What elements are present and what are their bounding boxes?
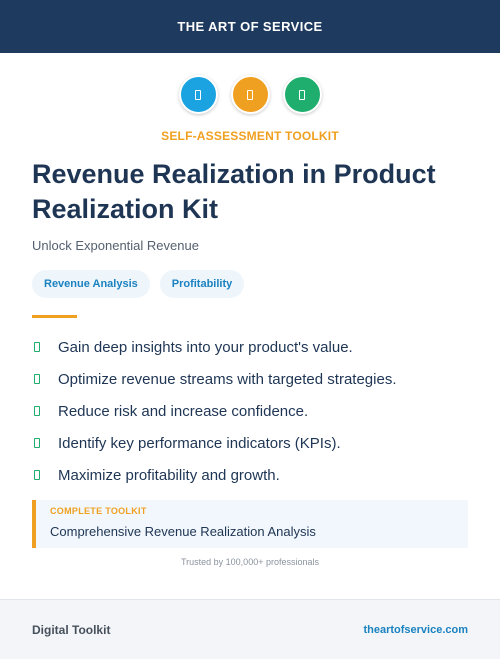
tag-list: Revenue Analysis Profitability bbox=[32, 270, 245, 298]
footer-website-link[interactable]: theartofservice.com bbox=[363, 623, 468, 636]
check-icon bbox=[34, 374, 40, 384]
accent-divider bbox=[32, 315, 77, 318]
trusted-note: Trusted by 100,000+ professionals bbox=[180, 557, 319, 567]
check-icon bbox=[34, 406, 40, 416]
orange-badge-icon bbox=[230, 75, 270, 114]
subtitle: Unlock Exponential Revenue bbox=[32, 238, 199, 253]
list-item: Identify key performance indicators (KPI… bbox=[32, 427, 472, 459]
toolkit-callout: COMPLETE TOOLKIT Comprehensive Revenue R… bbox=[32, 500, 468, 548]
list-item: Maximize profitability and growth. bbox=[32, 459, 472, 491]
kicker-label: SELF-ASSESSMENT TOOLKIT bbox=[161, 129, 339, 143]
tag-profitability: Profitability bbox=[159, 270, 245, 298]
page-title: Revenue Realization in Product Realizati… bbox=[32, 159, 436, 224]
list-item: Reduce risk and increase confidence. bbox=[32, 395, 472, 427]
tag-revenue-analysis: Revenue Analysis bbox=[32, 270, 150, 298]
green-badge-icon bbox=[282, 75, 322, 114]
header-bar: THE ART OF SERVICE bbox=[0, 0, 500, 53]
feature-text: Reduce risk and increase confidence. bbox=[58, 402, 309, 420]
callout-text: Comprehensive Revenue Realization Analys… bbox=[50, 524, 316, 539]
brand-name: THE ART OF SERVICE bbox=[177, 19, 323, 34]
feature-list: Gain deep insights into your product's v… bbox=[32, 331, 472, 491]
feature-text: Gain deep insights into your product's v… bbox=[58, 338, 353, 356]
footer-bar: Digital Toolkit theartofservice.com bbox=[0, 599, 500, 659]
check-icon bbox=[34, 342, 40, 352]
check-icon bbox=[34, 438, 40, 448]
callout-label: COMPLETE TOOLKIT bbox=[50, 506, 147, 516]
check-icon bbox=[34, 470, 40, 480]
feature-text: Optimize revenue streams with targeted s… bbox=[58, 370, 397, 388]
footer-product-type: Digital Toolkit bbox=[32, 622, 111, 637]
feature-text: Maximize profitability and growth. bbox=[58, 466, 280, 484]
list-item: Optimize revenue streams with targeted s… bbox=[32, 363, 472, 395]
list-item: Gain deep insights into your product's v… bbox=[32, 331, 472, 363]
icon-row bbox=[0, 75, 500, 114]
feature-text: Identify key performance indicators (KPI… bbox=[58, 434, 341, 452]
blue-badge-icon bbox=[178, 75, 218, 114]
